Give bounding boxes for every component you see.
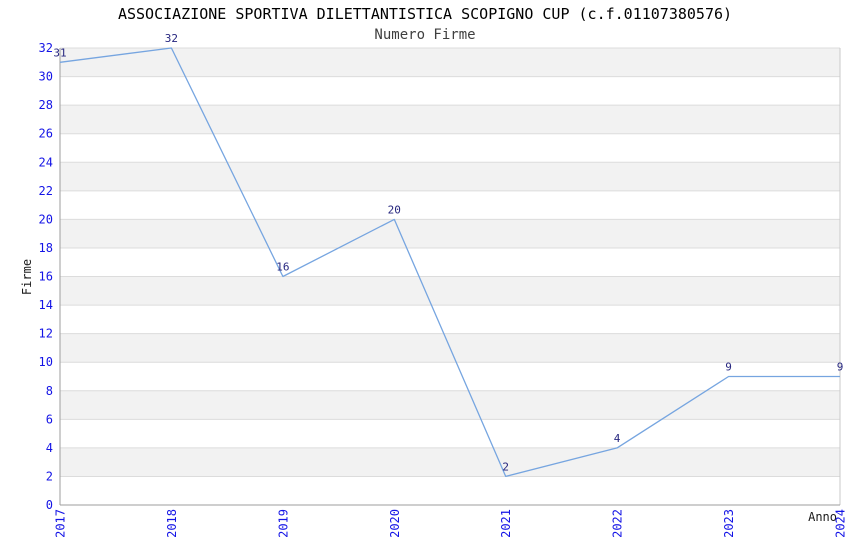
x-tick-label: 2024 [834, 509, 848, 538]
data-label: 20 [388, 203, 401, 216]
data-label: 16 [276, 261, 289, 274]
y-tick-label: 32 [39, 41, 53, 55]
series-line [59, 47, 840, 478]
y-tick-label: 14 [39, 298, 53, 312]
y-tick-label: 22 [39, 184, 53, 198]
data-label: 2 [502, 460, 509, 473]
data-label: 32 [165, 32, 178, 45]
data-label: 9 [837, 361, 844, 374]
x-axis-title: Anno [808, 510, 837, 524]
y-tick-label: 18 [39, 241, 53, 255]
plot-band [60, 105, 840, 134]
x-tick-label: 2023 [722, 509, 736, 538]
y-tick-label: 30 [39, 70, 53, 84]
y-tick-label: 4 [46, 441, 53, 455]
x-tick-label: 2020 [388, 509, 402, 538]
y-tick-label: 20 [39, 212, 53, 226]
y-tick-label: 26 [39, 127, 53, 141]
y-tick-label: 10 [39, 355, 53, 369]
y-tick-label: 24 [39, 155, 53, 169]
y-tick-label: 8 [46, 384, 53, 398]
x-tick-label: 2022 [611, 509, 625, 538]
x-tick-label: 2018 [165, 509, 179, 538]
y-tick-label: 28 [39, 98, 53, 112]
plot-band [60, 48, 840, 77]
plot-band [60, 276, 840, 306]
plot-band [60, 447, 840, 477]
y-tick-label: 0 [46, 498, 53, 512]
plot-band [60, 162, 840, 191]
plot-band [60, 219, 840, 248]
plot-band [60, 390, 840, 420]
chart-subtitle: Numero Firme [374, 27, 476, 43]
x-tick-label: 2021 [499, 509, 513, 538]
y-tick-label: 16 [39, 270, 53, 284]
x-tick-label: 2017 [54, 509, 68, 538]
y-tick-label: 6 [46, 412, 53, 426]
y-tick-label: 12 [39, 327, 53, 341]
data-label: 9 [725, 361, 732, 374]
x-tick-label: 2019 [276, 509, 290, 538]
y-tick-label: 2 [46, 469, 53, 483]
data-label: 31 [53, 46, 66, 59]
chart-title: ASSOCIAZIONE SPORTIVA DILETTANTISTICA SC… [117, 5, 733, 23]
data-label: 4 [614, 432, 621, 445]
